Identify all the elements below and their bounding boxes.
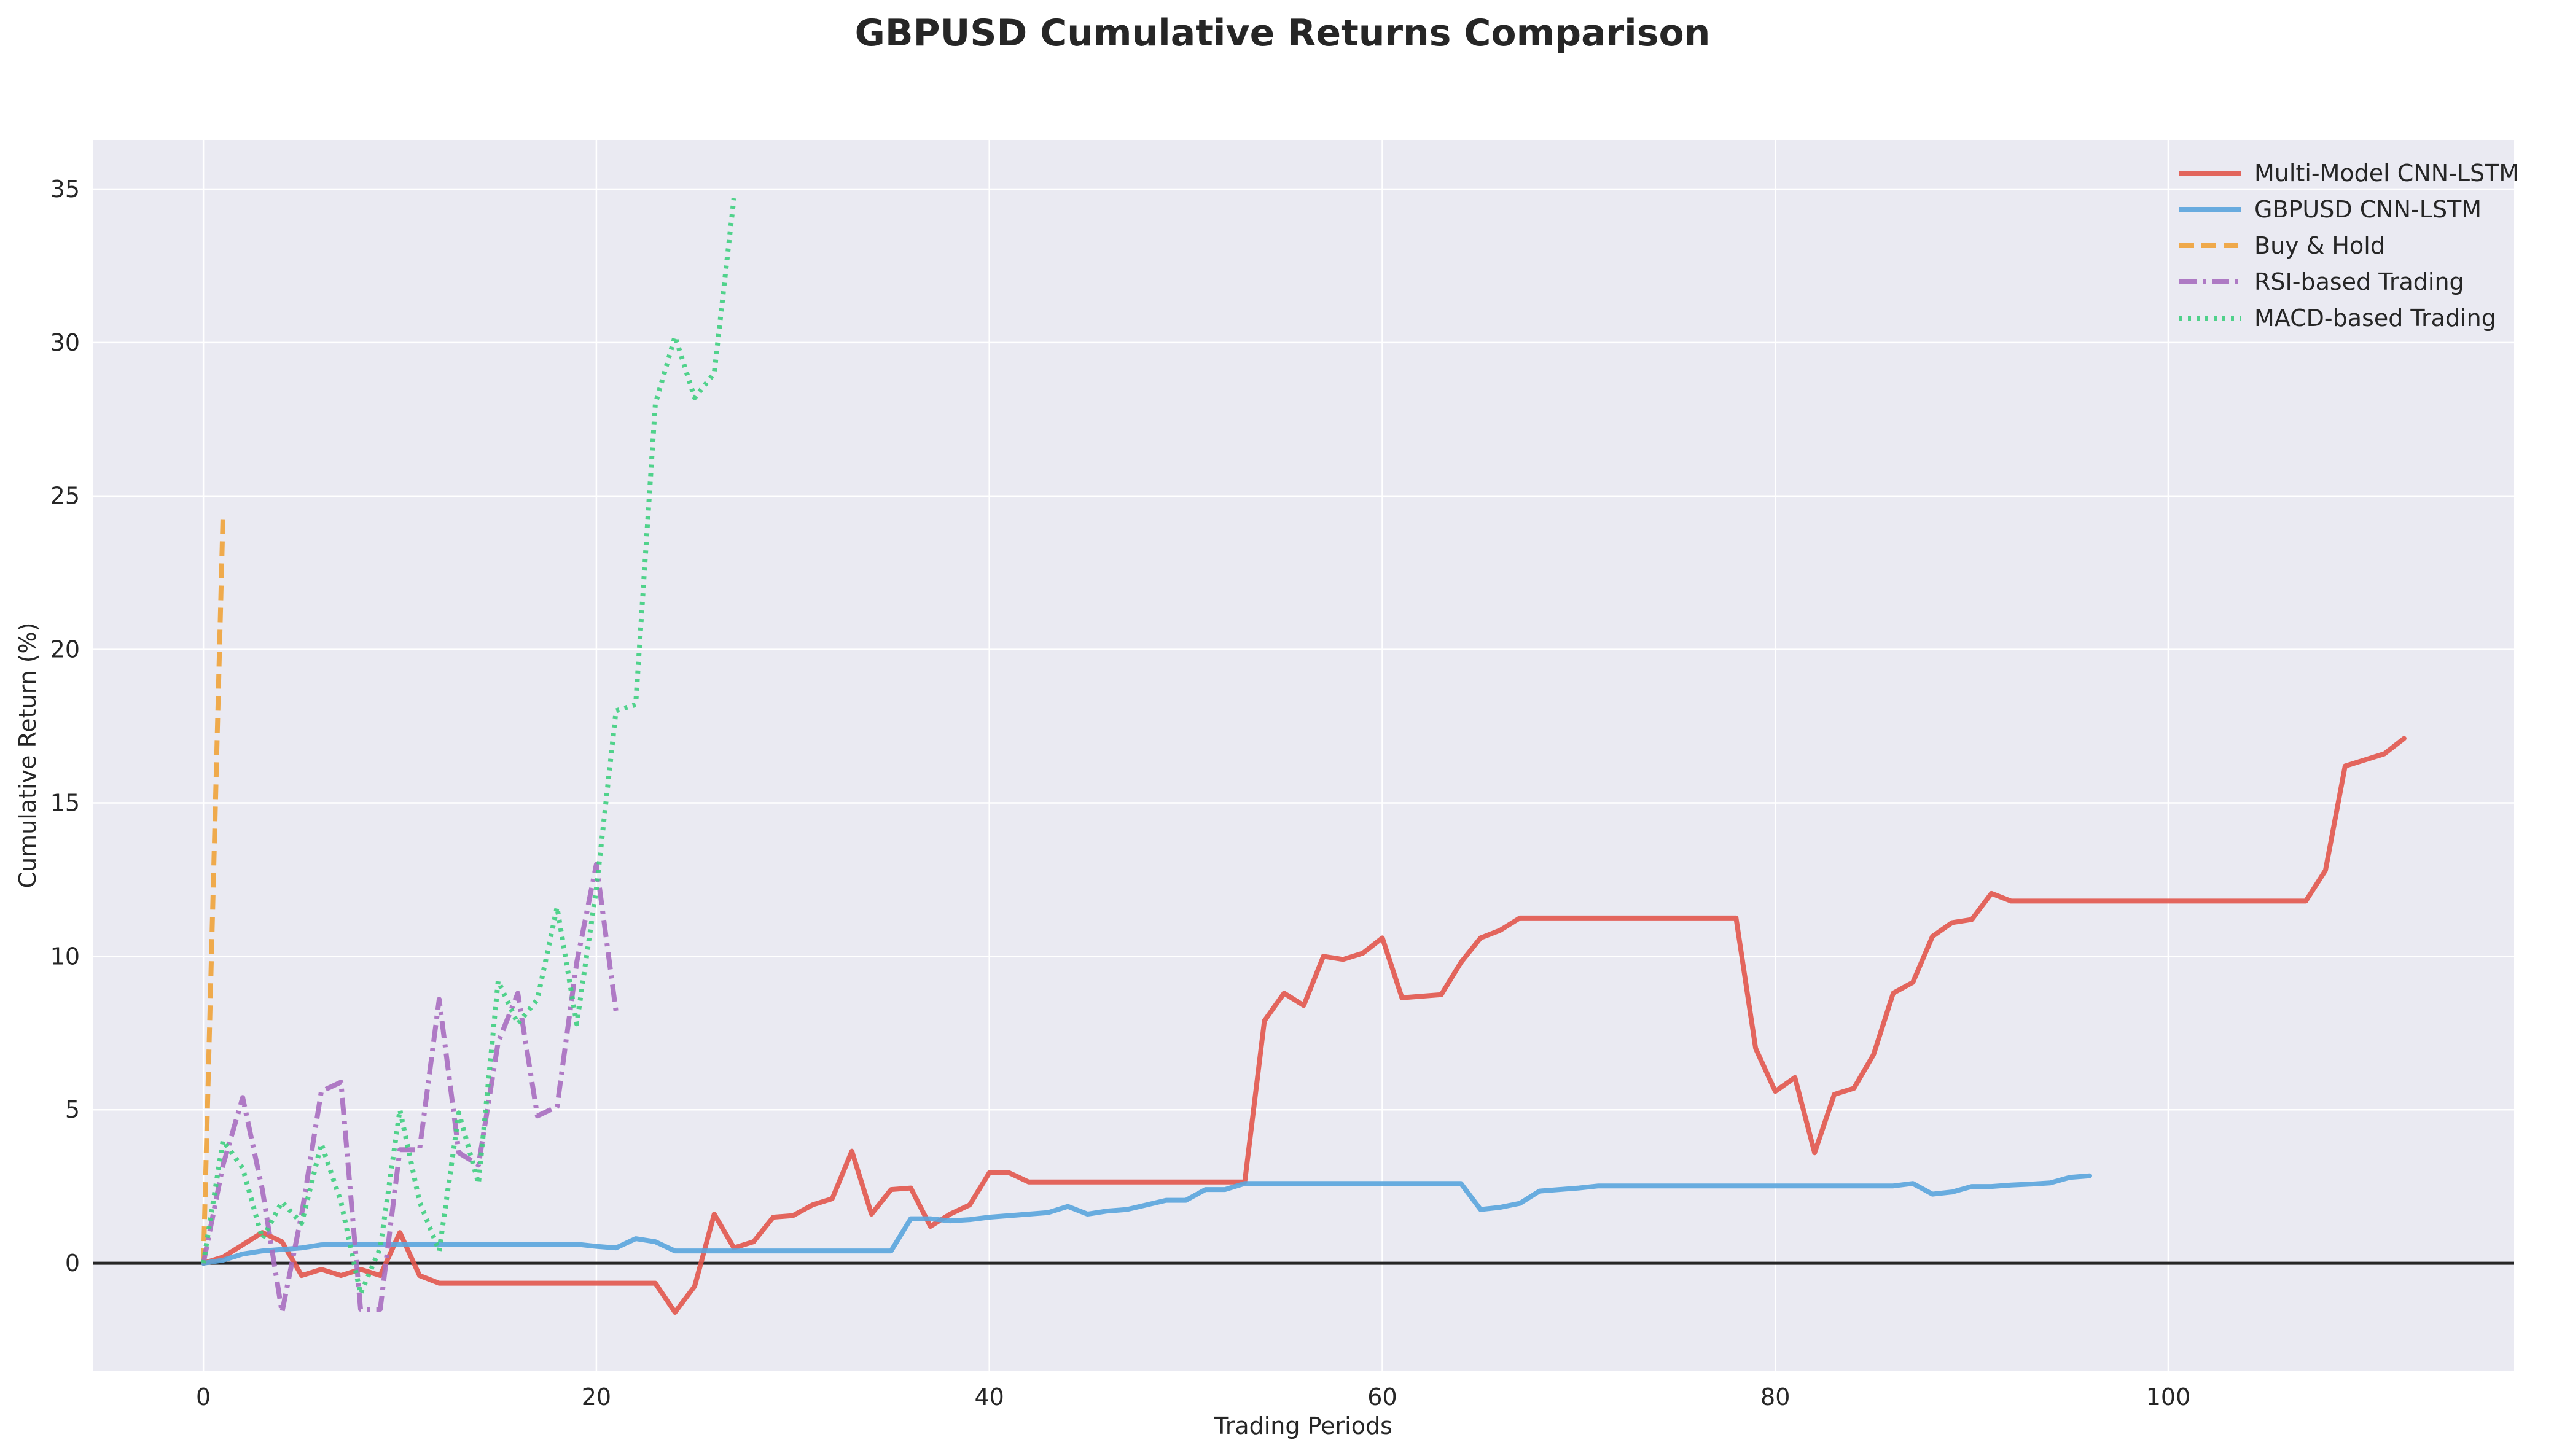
y-tick-label: 10	[50, 943, 80, 970]
y-tick-label: 15	[50, 789, 80, 816]
legend-label: MACD-based Trading	[2254, 305, 2496, 332]
x-tick-label: 100	[2146, 1384, 2191, 1411]
y-tick-label: 35	[50, 176, 80, 203]
x-axis-label: Trading Periods	[1214, 1412, 1392, 1439]
x-tick-label: 40	[975, 1384, 1004, 1411]
x-tick-label: 60	[1367, 1384, 1397, 1411]
y-tick-label: 5	[65, 1096, 80, 1123]
plot-area	[93, 140, 2514, 1371]
legend-label: Buy & Hold	[2254, 232, 2385, 259]
x-tick-label: 80	[1760, 1384, 1790, 1411]
y-tick-label: 20	[50, 636, 80, 663]
series-line-1	[201, 736, 2407, 1315]
y-tick-label: 0	[65, 1250, 80, 1277]
x-tick-label: 0	[196, 1384, 211, 1411]
chart-title: GBPUSD Cumulative Returns Comparison	[855, 12, 1711, 55]
legend-label: RSI-based Trading	[2254, 268, 2464, 295]
y-tick-label: 30	[50, 329, 80, 356]
series-layer	[201, 198, 2407, 1315]
series-line-2	[201, 1173, 2092, 1266]
legend-label: Multi-Model CNN-LSTM	[2254, 160, 2519, 187]
x-tick-label: 20	[582, 1384, 611, 1411]
legend: Multi-Model CNN-LSTM GBPUSD CNN-LSTM Buy &…	[2179, 160, 2519, 332]
tick-layer: 0 20 40 60 80 100 0 5 10 15 20 25 30 35	[50, 176, 2191, 1411]
series-line-4	[201, 862, 619, 1315]
legend-label: GBPUSD CNN-LSTM	[2254, 196, 2482, 223]
y-tick-label: 25	[50, 483, 80, 510]
y-axis-label: Cumulative Return (%)	[14, 623, 41, 889]
series-line-3	[201, 514, 226, 1264]
